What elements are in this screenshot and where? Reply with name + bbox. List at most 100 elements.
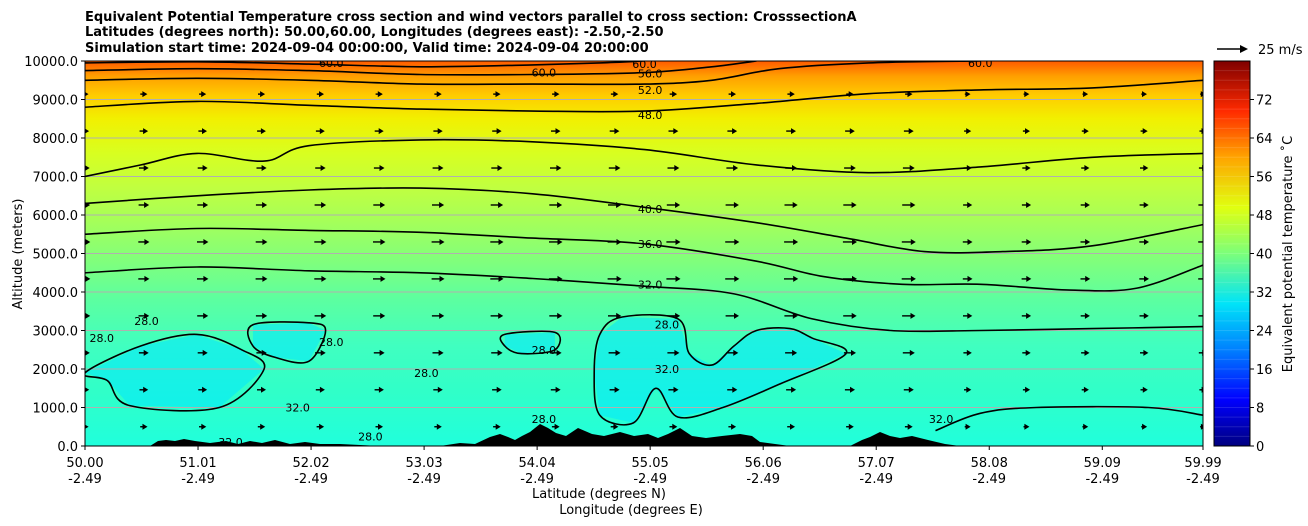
wind-vector-head [260,128,266,135]
wind-vector-head [497,349,503,356]
contour-32.0 [85,266,1203,333]
contour-label: 48.0 [638,109,663,122]
wind-vector-head [1085,275,1091,282]
wind-vector-head [498,201,504,208]
wind-vector-head [1025,128,1030,135]
grid-lines [85,99,1203,408]
wind-vector-head [965,423,971,430]
contour-label: 32.0 [285,402,310,415]
wind-vector-head [203,201,209,208]
wind-vector-head [907,423,913,430]
y-tick-label: 5000.0 [33,248,79,263]
x-tick-label-lat: 57.07 [858,456,895,471]
wind-vector-head [1026,275,1032,282]
wind-vector-head [496,128,502,135]
wind-vector-head [967,275,973,282]
contour-28.0 [593,313,848,426]
wind-vector-head [907,91,913,98]
wind-vector-head [674,349,680,356]
wind-vector-head [733,349,739,356]
contour-label: 32.0 [929,413,954,426]
contour-label: 28.0 [655,319,680,332]
wind-vector-head [614,128,620,135]
contour-label: 60.0 [319,57,344,70]
wind-vector-head [734,238,740,245]
colorbar-tick-label: 64 [1256,132,1273,147]
wind-vector-head [439,312,445,319]
wind-vector-head [793,275,799,282]
colorbar-tick-label: 40 [1256,248,1273,263]
quiver-key-label: 25 m/s [1258,43,1303,58]
wind-vector-head [1083,128,1089,135]
wind-vector-head [85,349,90,356]
wind-vector-head [1142,91,1147,98]
wind-vector-head [377,91,383,98]
wind-vector-head [436,91,442,98]
quiver-key: 25 m/s [1217,43,1303,58]
contour-label: 28.0 [319,336,344,349]
contour-label: 60.0 [532,67,557,80]
x-tick-label-lat: 54.04 [519,456,556,471]
wind-vector-head [321,201,327,208]
contour-label: 28.0 [532,344,557,357]
x-tick-label-lat: 52.02 [292,456,329,471]
wind-vector-head [1025,386,1031,393]
wind-vector-head [1083,423,1089,430]
x-tick-label-lon: -2.49 [746,472,780,487]
wind-vector-head [910,201,916,208]
x-axis: 50.00-2.4951.01-2.4952.02-2.4953.03-2.49… [66,446,1222,487]
wind-vector-head [675,312,681,319]
y-tick-label: 2000.0 [33,363,79,378]
y-tick-label: 0.0 [57,440,78,455]
wind-vector-head [616,201,622,208]
y-tick-label: 9000.0 [33,94,79,109]
wind-vector-head [439,275,445,282]
wind-vector-head [143,165,149,172]
wind-vector-head [1024,423,1030,430]
contour-40.0 [85,187,1203,254]
contour-label: 28.0 [358,430,383,443]
wind-vector-head [557,275,563,282]
wind-vector-head [1142,386,1148,393]
wind-vector-head [495,91,501,98]
contour-label: 36.0 [638,238,663,251]
wind-vector-head [1084,165,1090,172]
colorbar-tick-label: 16 [1256,363,1273,378]
wind-vector-head [319,386,325,393]
low-theta-e-region [594,317,846,423]
x-tick-label-lon: -2.49 [520,472,554,487]
wind-vector-head [967,201,973,208]
colorbar-tick-label: 24 [1256,325,1273,340]
wind-vector-head [967,312,973,319]
contour-label: 52.0 [638,84,663,97]
wind-vector-head [848,91,854,98]
colorbar-ticks: 0 8 16 24 32 40 48 56 64 72 [1250,94,1273,455]
contour-label: 28.0 [414,367,439,380]
wind-vector-head [85,387,90,393]
wind-vector-head [438,165,444,172]
wind-vector-head [1144,275,1149,282]
wind-vector-head [908,128,914,135]
wind-vector-head [555,386,561,393]
wind-vector-head [554,423,560,430]
wind-vector-head [910,275,916,282]
y-tick-label: 3000.0 [33,325,79,340]
wind-vector-head [557,201,563,208]
wind-vector-head [380,275,386,282]
contour-32.0 [935,405,1203,432]
wind-vector-head [320,349,326,356]
wind-vector-head [910,238,916,245]
wind-vector-head [438,349,444,356]
wind-vector-head [319,423,325,430]
wind-vector-head [437,386,443,393]
wind-vector-head [966,349,972,356]
wind-vector-head [908,386,914,393]
wind-vector-head [379,349,385,356]
wind-vector-head [672,423,678,430]
wind-vector-head [320,165,326,172]
wind-vector-head [966,128,972,135]
wind-vector-head [852,238,857,245]
wind-vector-head [202,386,208,393]
wind-vector-head [615,165,621,172]
wind-vector-head [319,128,325,135]
